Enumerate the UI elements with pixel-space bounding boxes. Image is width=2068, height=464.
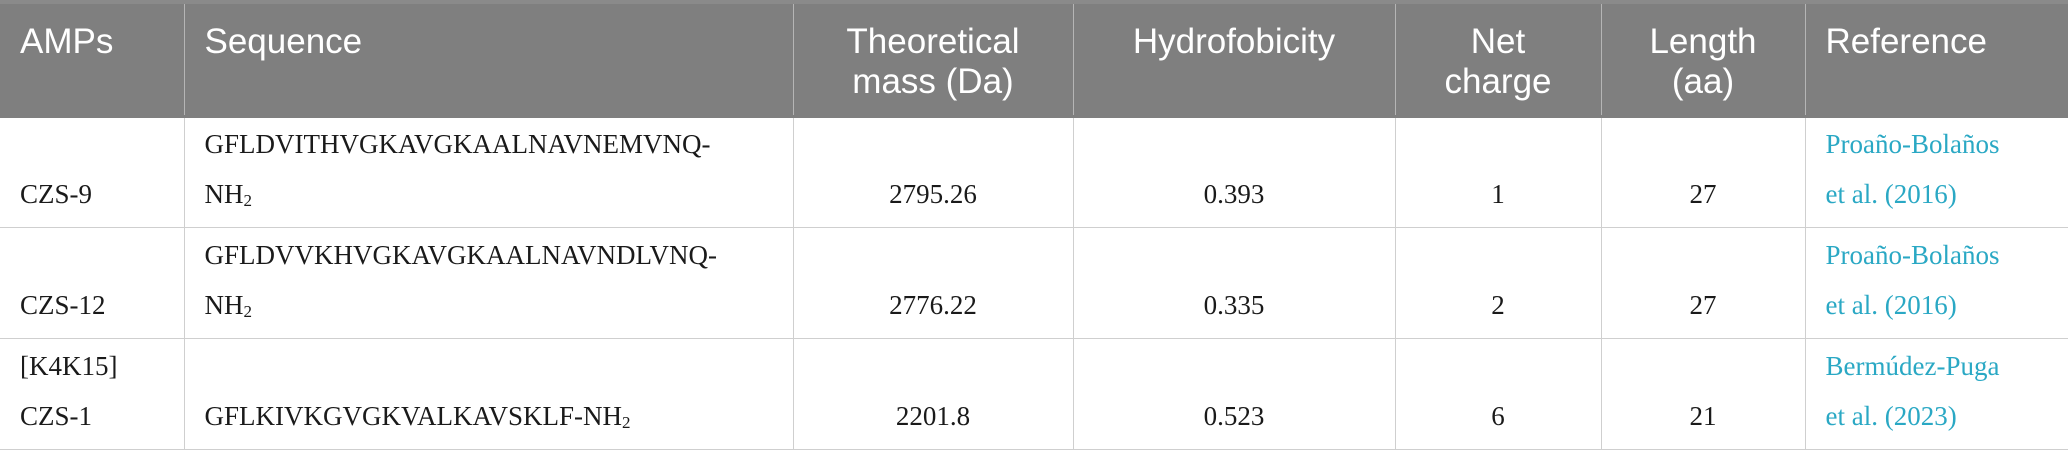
header-mass-line2: mass (Da) (852, 62, 1014, 101)
header-length: Length (aa) (1600, 0, 1805, 118)
header-mass-line1: Theoretical (846, 22, 1020, 61)
table-row: [K4K15] CZS-1 GFLKIVKGVGKVALKAVSKLF-NH2 … (0, 338, 2068, 450)
sequence-line1: GFLKIVKGVGKVALKAVSKLF-NH2 (205, 391, 773, 441)
amp-name-line2: CZS-1 (20, 400, 93, 431)
cell-amp: CZS-12 (0, 227, 184, 339)
reference-line2[interactable]: et al. (2016) (1825, 289, 1957, 320)
sequence-line2: NH2 (205, 280, 773, 330)
cell-hydrofobicity: 0.523 (1072, 338, 1395, 450)
amp-table: AMPs Sequence Theoretical mass (Da) Hydr… (0, 0, 2068, 450)
table-row: CZS-12 GFLDVVKHVGKAVGKAALNAVNDLVNQ- NH2 … (0, 227, 2068, 339)
reference-line1[interactable]: Bermúdez-Puga (1825, 350, 2000, 381)
cell-reference-link[interactable]: Bermúdez-Puga et al. (2023) (1804, 338, 2068, 450)
sequence-subscript: 2 (622, 412, 631, 432)
cell-length: 27 (1600, 116, 1805, 228)
cell-hydrofobicity: 0.335 (1072, 227, 1395, 339)
header-amps: AMPs (0, 0, 184, 118)
table-row: CZS-9 GFLDVITHVGKAVGKAALNAVNEMVNQ- NH2 2… (0, 116, 2068, 228)
sequence-text: GFLKIVKGVGKVALKAVSKLF-NH (204, 400, 623, 431)
amp-name: CZS-12 (20, 289, 106, 320)
cell-length: 27 (1600, 227, 1805, 339)
cell-reference-link[interactable]: Proaño-Bolaños et al. (2016) (1804, 227, 2068, 339)
cell-sequence: GFLKIVKGVGKVALKAVSKLF-NH2 (183, 338, 793, 450)
sequence-line1: GFLDVITHVGKAVGKAALNAVNEMVNQ- (204, 128, 711, 159)
cell-mass: 2776.22 (792, 227, 1073, 339)
header-length-line2: (aa) (1671, 62, 1735, 101)
sequence-line2: NH2 (205, 169, 773, 219)
cell-amp: [K4K15] CZS-1 (0, 338, 184, 450)
sequence-subscript: 2 (243, 190, 253, 210)
cell-mass: 2201.8 (792, 338, 1073, 450)
cell-net-charge: 2 (1394, 227, 1601, 339)
header-sequence: Sequence (183, 0, 793, 118)
sequence-subscript: 2 (243, 301, 253, 321)
header-theoretical-mass: Theoretical mass (Da) (792, 0, 1073, 118)
amp-name-line1: [K4K15] (20, 350, 118, 381)
header-length-line1: Length (1649, 22, 1757, 61)
reference-line1[interactable]: Proaño-Bolaños (1825, 128, 2000, 159)
cell-net-charge: 6 (1394, 338, 1601, 450)
amp-name: CZS-9 (20, 178, 93, 209)
header-charge-line1: Net (1470, 22, 1526, 61)
sequence-terminal: NH (204, 289, 244, 320)
header-net-charge: Net charge (1394, 0, 1601, 118)
header-charge-line2: charge (1444, 62, 1552, 101)
cell-reference-link[interactable]: Proaño-Bolaños et al. (2016) (1804, 116, 2068, 228)
table-header: AMPs Sequence Theoretical mass (Da) Hydr… (0, 0, 2068, 118)
cell-hydrofobicity: 0.393 (1072, 116, 1395, 228)
cell-sequence: GFLDVITHVGKAVGKAALNAVNEMVNQ- NH2 (183, 116, 793, 228)
header-row: AMPs Sequence Theoretical mass (Da) Hydr… (0, 0, 2068, 118)
cell-length: 21 (1600, 338, 1805, 450)
reference-line2[interactable]: et al. (2023) (1825, 400, 1957, 431)
sequence-terminal: NH (204, 178, 244, 209)
table-body: CZS-9 GFLDVITHVGKAVGKAALNAVNEMVNQ- NH2 2… (0, 116, 2068, 450)
cell-net-charge: 1 (1394, 116, 1601, 228)
cell-amp: CZS-9 (0, 116, 184, 228)
cell-sequence: GFLDVVKHVGKAVGKAALNAVNDLVNQ- NH2 (183, 227, 793, 339)
header-reference: Reference (1804, 0, 2068, 118)
cell-mass: 2795.26 (792, 116, 1073, 228)
reference-line1[interactable]: Proaño-Bolaños (1825, 239, 2000, 270)
header-hydrofobicity: Hydrofobicity (1072, 0, 1395, 118)
reference-line2[interactable]: et al. (2016) (1825, 178, 1957, 209)
sequence-line1: GFLDVVKHVGKAVGKAALNAVNDLVNQ- (204, 239, 718, 270)
